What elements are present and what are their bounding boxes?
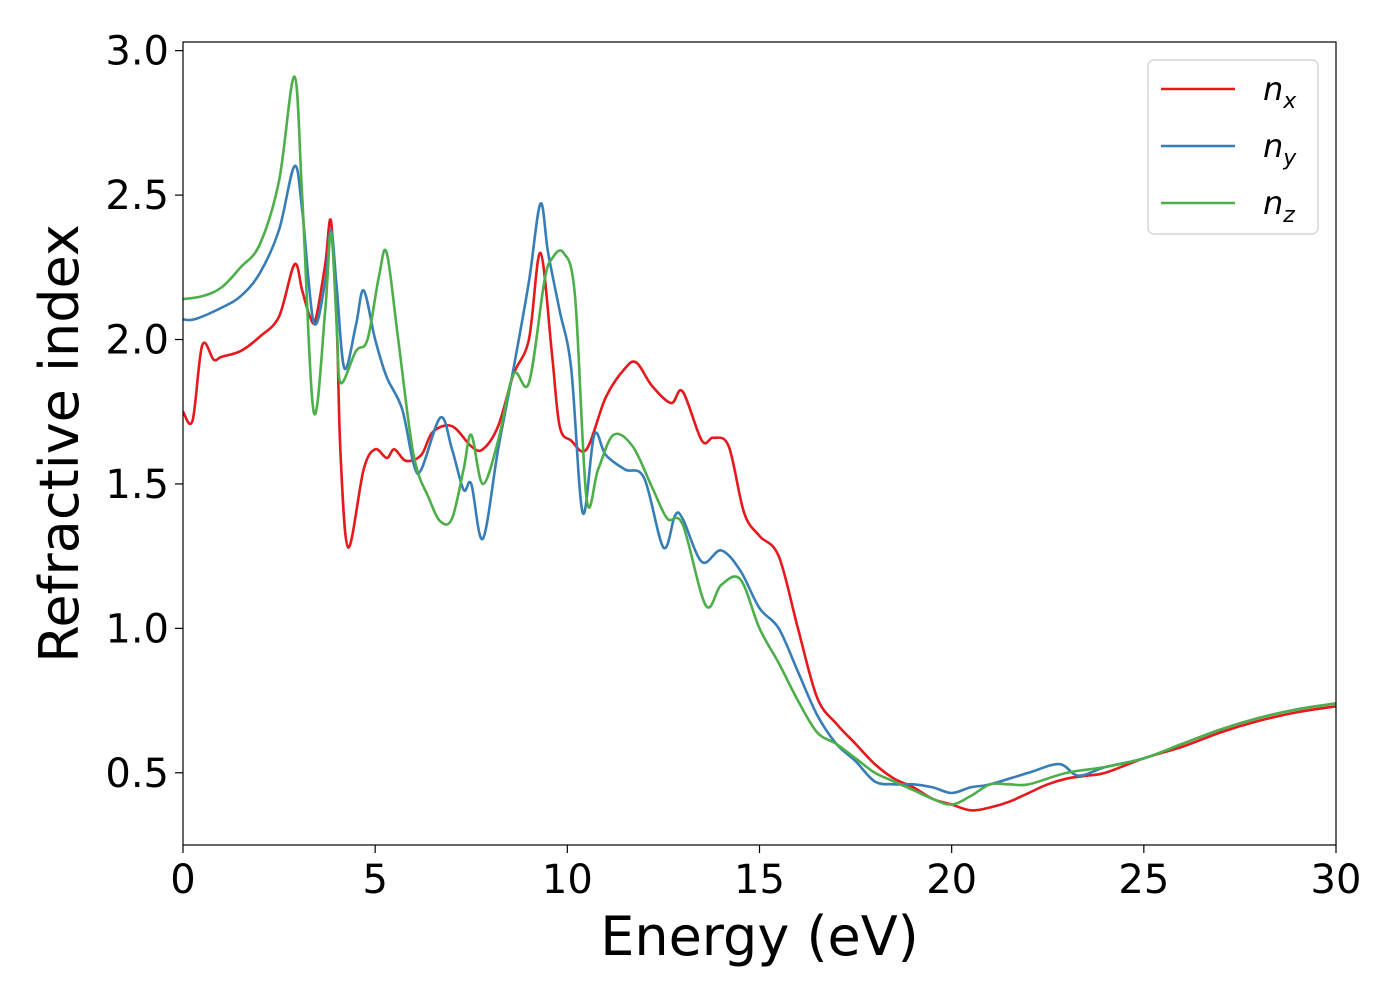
y-tick-label: 2.0: [105, 318, 169, 364]
y-axis-title: Refractive index: [28, 224, 91, 663]
legend-entry-n-y: ny: [1161, 127, 1297, 171]
y-tick-label: 2.5: [105, 173, 169, 219]
series-layer: [183, 75, 1336, 812]
series-line-n-y: [183, 164, 1336, 795]
y-axis-ticks: 0.5 1.0 1.5 2.0 2.5 3.0: [105, 29, 183, 797]
y-tick-label: 0.5: [105, 751, 169, 797]
y-tick-label: 1.5: [105, 462, 169, 508]
x-axis-ticks: 0 5 10 15 20 25 30: [170, 845, 1361, 903]
x-tick-label: 10: [542, 857, 593, 903]
y-tick-label: 1.0: [105, 606, 169, 652]
x-tick-label: 30: [1311, 857, 1362, 903]
x-tick-label: 15: [734, 857, 785, 903]
series-line-n-x: [183, 218, 1336, 812]
x-tick-label: 25: [1118, 857, 1169, 903]
x-axis-title: Energy (eV): [600, 905, 919, 968]
series-line-n-z: [183, 75, 1336, 806]
x-tick-label: 20: [926, 857, 977, 903]
x-tick-label: 0: [170, 857, 195, 903]
x-tick-label: 5: [362, 857, 387, 903]
y-tick-label: 3.0: [105, 29, 169, 75]
